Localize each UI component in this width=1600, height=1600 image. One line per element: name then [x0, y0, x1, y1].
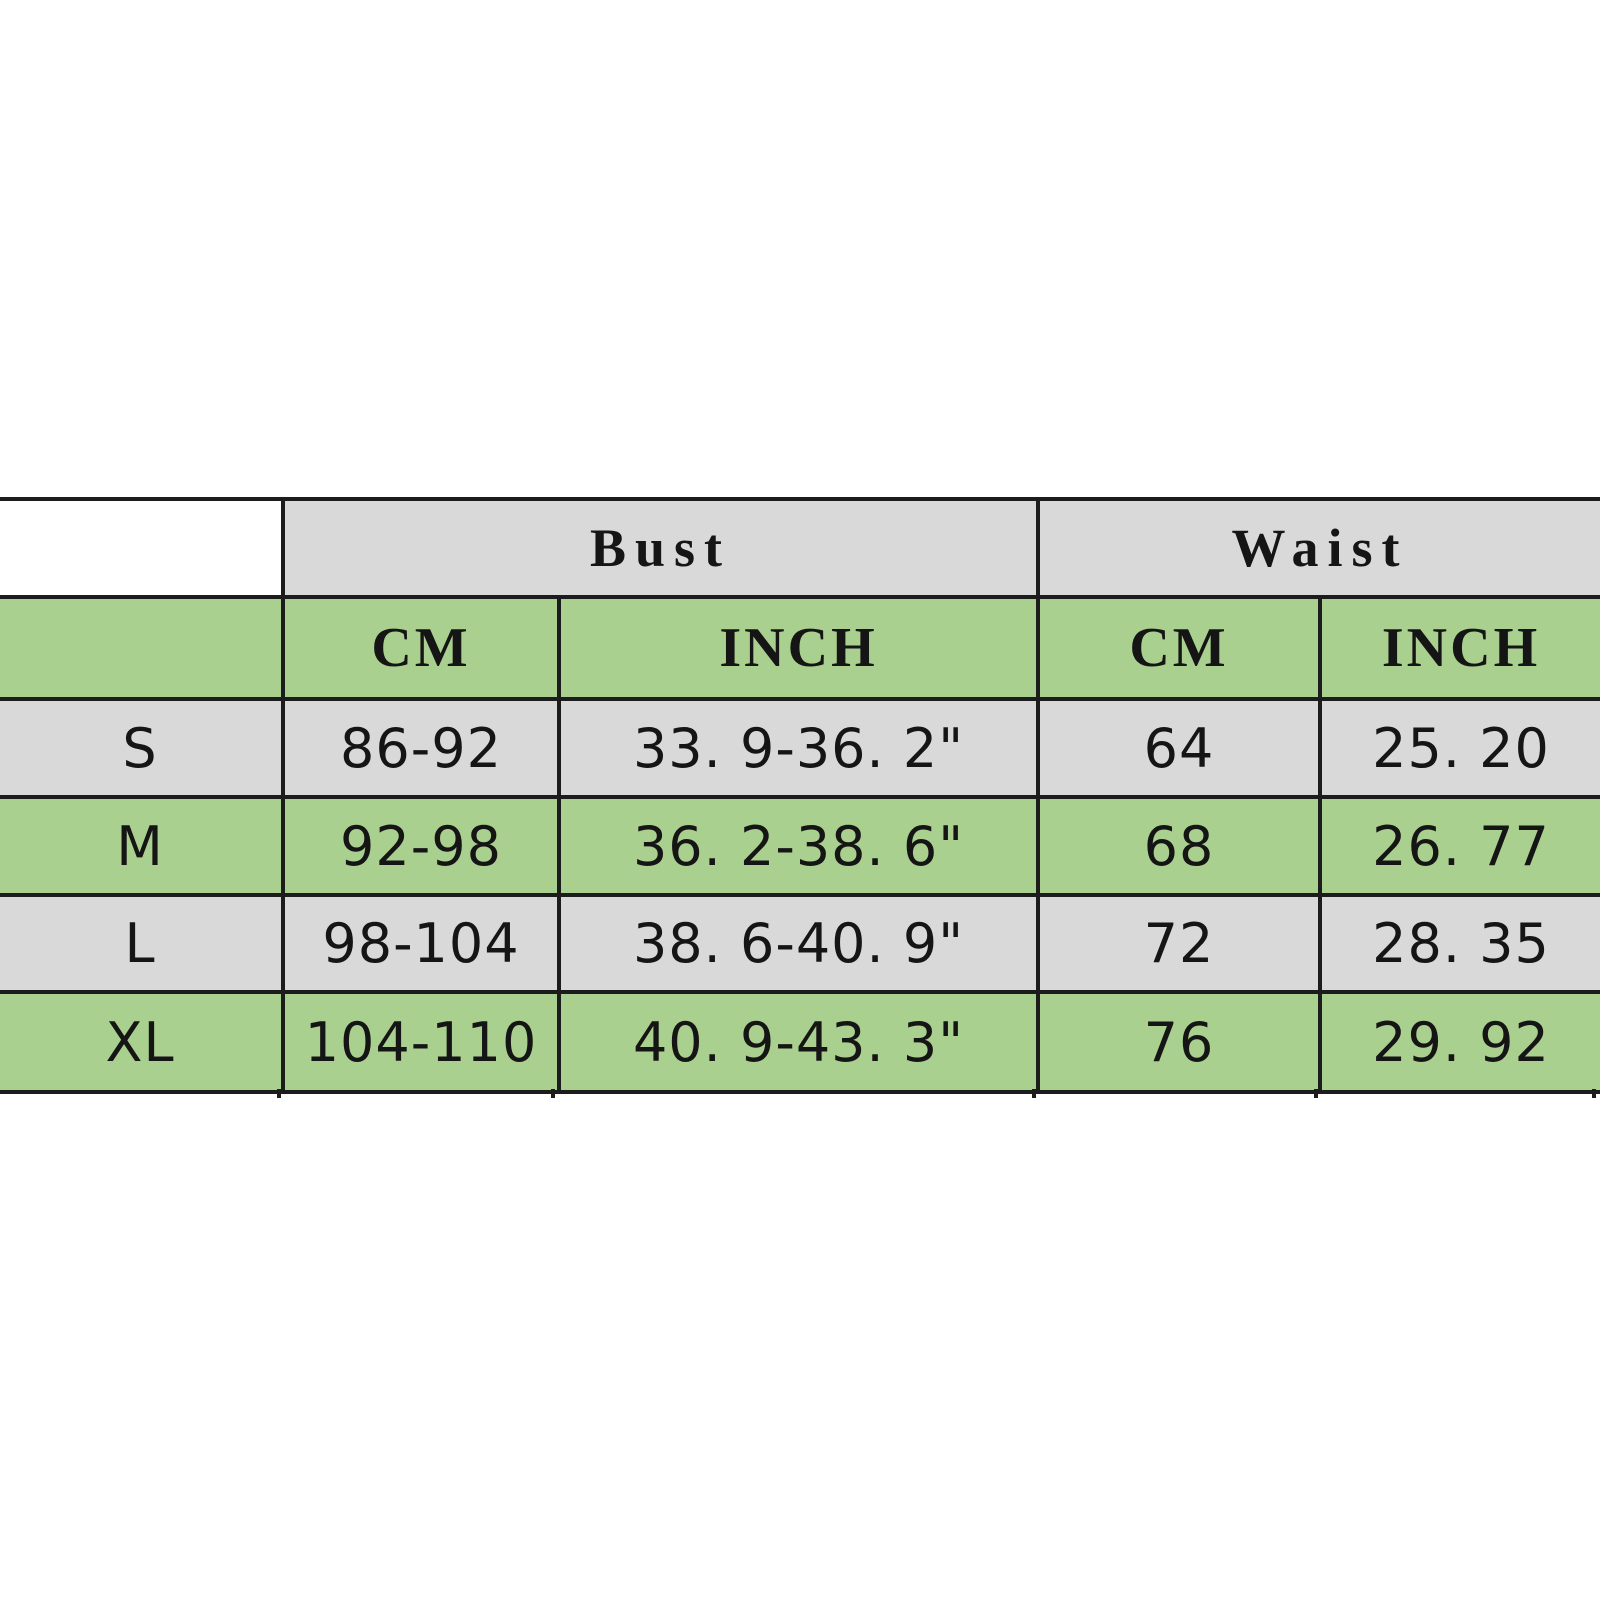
- waist-cm-value: 72: [1036, 893, 1323, 994]
- size-label: XL: [0, 990, 285, 1094]
- table-row-size-l: L 98-104 38. 6-40. 9" 72 28. 35: [0, 893, 1600, 994]
- table-row-size-s: S 86-92 33. 9-36. 2" 64 25. 20: [0, 697, 1600, 799]
- border-stub: [1314, 1089, 1318, 1098]
- border-stub: [1592, 1089, 1596, 1098]
- waist-inch-value: 29. 92: [1318, 990, 1600, 1094]
- group-header-waist: Waist: [1036, 497, 1600, 599]
- unit-header-bust-inch: INCH: [556, 595, 1041, 701]
- waist-cm-value: 76: [1036, 990, 1323, 1094]
- size-chart-table: Bust Waist CM INCH CM INCH S 86-92 33. 9…: [0, 497, 1600, 1094]
- corner-cell: [0, 497, 285, 599]
- group-header-row: Bust Waist: [0, 497, 1600, 599]
- size-label: L: [0, 893, 285, 994]
- bust-cm-value: 92-98: [281, 795, 561, 897]
- size-label: M: [0, 795, 285, 897]
- waist-cm-value: 68: [1036, 795, 1323, 897]
- waist-inch-value: 26. 77: [1318, 795, 1600, 897]
- unit-header-bust-cm: CM: [281, 595, 561, 701]
- bust-cm-value: 104-110: [281, 990, 561, 1094]
- unit-header-waist-cm: CM: [1036, 595, 1323, 701]
- unit-row-corner-cell: [0, 595, 285, 701]
- bust-inch-value: 33. 9-36. 2": [556, 697, 1041, 799]
- border-stub: [1032, 1089, 1036, 1098]
- bust-cm-value: 86-92: [281, 697, 561, 799]
- waist-inch-value: 25. 20: [1318, 697, 1600, 799]
- size-label: S: [0, 697, 285, 799]
- waist-inch-value: 28. 35: [1318, 893, 1600, 994]
- bust-cm-value: 98-104: [281, 893, 561, 994]
- border-stub: [277, 1089, 281, 1098]
- table-row-size-xl: XL 104-110 40. 9-43. 3" 76 29. 92: [0, 990, 1600, 1094]
- bust-inch-value: 40. 9-43. 3": [556, 990, 1041, 1094]
- waist-cm-value: 64: [1036, 697, 1323, 799]
- unit-header-row: CM INCH CM INCH: [0, 595, 1600, 701]
- border-stub: [551, 1089, 555, 1098]
- table-row-size-m: M 92-98 36. 2-38. 6" 68 26. 77: [0, 795, 1600, 897]
- bust-inch-value: 36. 2-38. 6": [556, 795, 1041, 897]
- bust-inch-value: 38. 6-40. 9": [556, 893, 1041, 994]
- group-header-bust: Bust: [280, 497, 1041, 599]
- unit-header-waist-inch: INCH: [1318, 595, 1600, 701]
